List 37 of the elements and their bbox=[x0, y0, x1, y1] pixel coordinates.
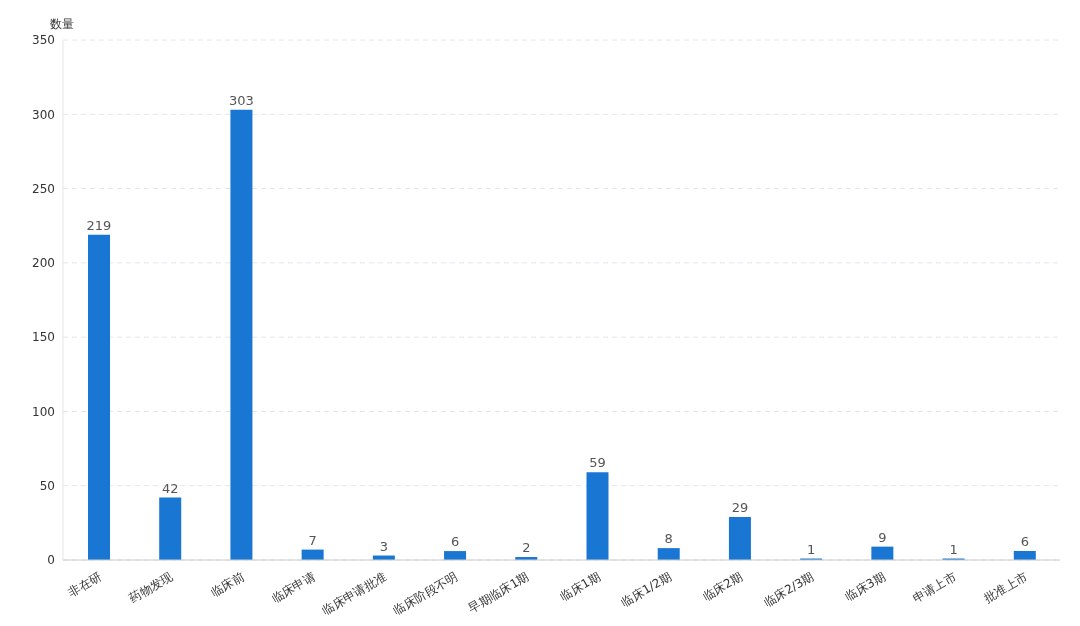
x-tick-label: 临床2/3期 bbox=[761, 569, 817, 610]
x-tick-label: 非在研 bbox=[65, 569, 105, 600]
y-tick-label: 150 bbox=[32, 330, 55, 345]
data-label: 42 bbox=[161, 480, 179, 496]
y-tick-label: 300 bbox=[32, 107, 55, 122]
data-label: 6 bbox=[450, 534, 460, 550]
x-tick-label: 临床阶段不明 bbox=[390, 569, 461, 618]
y-tick-label: 250 bbox=[32, 181, 55, 196]
x-tick-label: 临床3期 bbox=[842, 569, 888, 604]
x-tick-label: 药物发现 bbox=[126, 569, 176, 606]
data-label: 1 bbox=[949, 541, 958, 557]
data-label: 6 bbox=[1020, 534, 1029, 550]
x-tick-label: 批准上市 bbox=[981, 569, 1030, 606]
y-tick-label: 0 bbox=[47, 553, 55, 568]
y-tick-label: 200 bbox=[32, 256, 55, 271]
x-tick-label: 早期临床1期 bbox=[465, 569, 532, 616]
x-tick-label: 临床前 bbox=[208, 569, 247, 600]
x-tick-label: 临床申请 bbox=[269, 569, 318, 606]
data-label: 303 bbox=[229, 92, 254, 108]
y-axis-title: 数量 bbox=[50, 16, 74, 33]
data-label: 59 bbox=[589, 455, 606, 471]
y-tick-label: 50 bbox=[39, 478, 55, 493]
x-tick-label: 临床1期 bbox=[557, 569, 603, 604]
data-label: 1 bbox=[807, 541, 816, 557]
x-tick-label: 临床申请批准 bbox=[319, 569, 389, 618]
data-label: 219 bbox=[86, 217, 112, 233]
y-tick-label: 100 bbox=[32, 404, 55, 419]
y-tick-label: 350 bbox=[32, 33, 55, 48]
x-tick-label: 临床1/2期 bbox=[618, 569, 674, 610]
data-label: 2 bbox=[522, 540, 531, 556]
data-label: 3 bbox=[379, 538, 388, 554]
data-label: 7 bbox=[308, 532, 317, 548]
data-label: 8 bbox=[664, 531, 673, 547]
x-tick-label: 申请上市 bbox=[910, 569, 959, 606]
data-label: 9 bbox=[878, 529, 887, 545]
data-label: 29 bbox=[731, 499, 749, 515]
x-tick-label: 临床2期 bbox=[700, 569, 746, 604]
